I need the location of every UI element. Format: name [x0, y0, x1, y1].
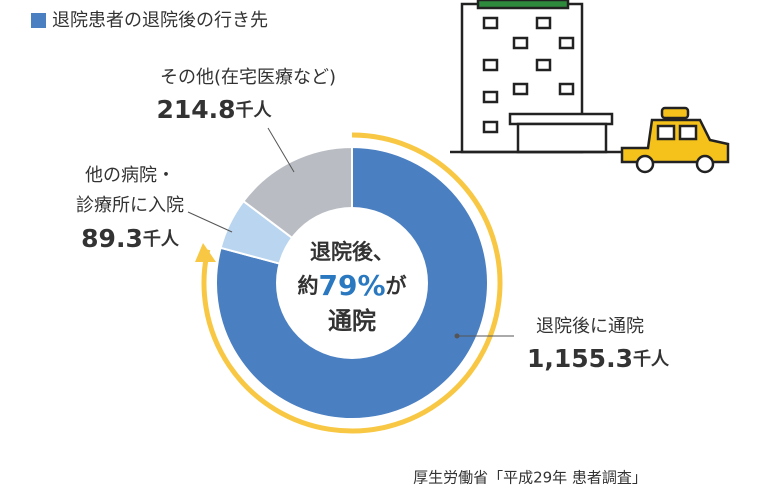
value-unit: 千人	[633, 349, 670, 370]
taxi	[620, 106, 730, 174]
leader-line	[267, 127, 295, 173]
category-label-line: 退院後に通院	[536, 316, 644, 337]
leader-line	[187, 211, 233, 233]
value-label: 89.3千人	[81, 224, 180, 253]
value-number: 89.3	[81, 224, 143, 253]
category-label: 他の病院・診療所に入院	[76, 165, 184, 216]
building	[450, 0, 650, 154]
category-label-line: 診療所に入院	[76, 195, 184, 216]
value-number: 214.8	[156, 95, 235, 124]
source: 厚生労働省「平成29年 患者調査」	[413, 469, 647, 487]
value-number: 1,155.3	[527, 344, 633, 373]
center-highlight: 79%	[318, 269, 385, 302]
category-label-line: 他の病院・	[85, 165, 175, 186]
category-label: 退院後に通院	[536, 316, 644, 337]
value-label: 1,155.3千人	[527, 344, 670, 373]
value-label: 214.8千人	[156, 95, 272, 124]
value-unit: 千人	[236, 100, 273, 121]
category-label: その他(在宅医療など)	[160, 67, 336, 88]
center-text: 約79%が	[297, 269, 406, 302]
center-text: 退院後、	[310, 240, 394, 264]
center-text: が	[386, 274, 407, 298]
center-text: 約	[297, 274, 318, 298]
donut-hole	[276, 207, 428, 359]
value-unit: 千人	[143, 229, 180, 250]
cycle-arrow	[195, 132, 503, 434]
title-marker	[31, 13, 46, 28]
chart-title: 退院患者の退院後の行き先	[52, 10, 268, 31]
category-label-line: その他(在宅医療など)	[160, 67, 336, 88]
leader-dot	[454, 333, 460, 339]
center-highlight: 通院	[328, 307, 376, 335]
